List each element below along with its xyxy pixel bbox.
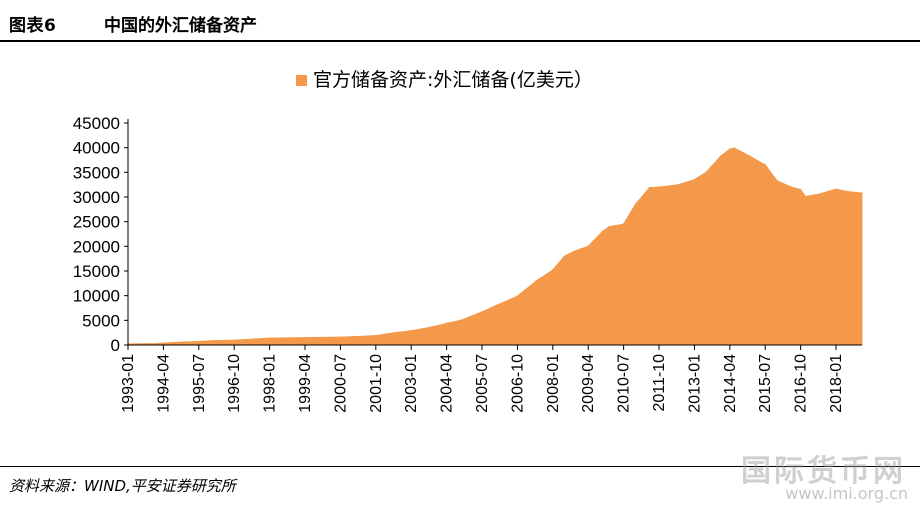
y-tick-label: 10000: [73, 287, 120, 306]
data-point: [847, 190, 849, 193]
y-tick-label: 0: [111, 336, 120, 355]
data-point: [835, 188, 837, 190]
data-point: [252, 338, 254, 340]
y-tick-label: 45000: [73, 114, 120, 133]
y-tick-label: 15000: [73, 262, 120, 281]
x-tick-label: 2000-07: [332, 354, 349, 413]
data-point: [183, 341, 186, 343]
reserves-area: [127, 147, 863, 346]
data-point: [393, 331, 396, 334]
plot-area: 0 5000 10000 15000 20000 25000 30000 35000 40000…: [73, 114, 863, 413]
x-tick-label: 1999-04: [297, 354, 314, 413]
x-tick-label: 2014-04: [722, 354, 739, 413]
data-point: [563, 255, 566, 257]
data-point: [799, 188, 802, 191]
x-tick-label: 1994-04: [155, 354, 172, 413]
y-tick-label: 5000: [82, 311, 120, 330]
data-point: [587, 245, 589, 248]
data-point: [212, 339, 214, 342]
data-point: [747, 154, 750, 157]
data-point: [733, 147, 736, 149]
data-point: [495, 304, 498, 307]
data-point: [729, 148, 731, 150]
data-point: [861, 192, 863, 194]
reserves-area-chart: 官方储备资产:外汇储备(亿美元） 0 5000 10000 15000 20000 250…: [73, 69, 863, 413]
watermark-url: www.imi.org.cn: [785, 484, 908, 503]
data-point: [573, 250, 575, 253]
data-point: [353, 335, 356, 338]
data-point: [155, 342, 158, 345]
y-tick-label: 30000: [73, 188, 120, 207]
data-point: [268, 337, 271, 339]
legend-label: 官方储备资产:外汇储备(亿美元）: [313, 69, 593, 91]
y-tick-label: 20000: [73, 237, 120, 256]
data-point: [422, 327, 424, 330]
data-point: [410, 329, 413, 332]
data-point: [764, 164, 766, 166]
x-tick-label: 2010-07: [616, 354, 633, 413]
x-tick-label: 2003-01: [403, 354, 420, 413]
x-tick-label: 2013-01: [686, 354, 703, 413]
data-point: [162, 342, 165, 344]
x-tick-label: 2005-07: [474, 354, 491, 413]
legend-swatch: [296, 75, 307, 86]
x-tick-label: 1995-07: [191, 354, 208, 413]
figure-footer: 资料来源：WIND,平安证券研究所: [0, 466, 920, 507]
x-tick-label: 1996-10: [226, 354, 243, 413]
data-point: [648, 186, 651, 189]
x-tick-label: 1998-01: [262, 354, 279, 413]
data-point: [705, 171, 707, 174]
data-point: [818, 193, 821, 195]
data-point: [658, 186, 660, 188]
watermark-text: 国际货币网: [741, 454, 906, 489]
y-tick-label: 25000: [73, 213, 120, 232]
data-point: [304, 336, 306, 339]
chart-legend: 官方储备资产:外汇储备(亿美元）: [296, 69, 593, 91]
data-point: [339, 336, 342, 338]
data-point: [445, 322, 448, 325]
data-point: [233, 339, 235, 341]
data-point: [622, 223, 625, 225]
y-tick-label: 35000: [73, 163, 120, 182]
x-tick-label: 2011-10: [651, 354, 668, 412]
x-tick-label: 2006-10: [509, 354, 526, 413]
data-point: [198, 340, 200, 343]
data-point: [438, 324, 441, 327]
source-note: 资料来源：WIND,平安证券研究所: [9, 477, 236, 495]
data-point: [634, 203, 637, 206]
data-point: [460, 319, 462, 322]
y-tick-label: 40000: [73, 139, 120, 158]
data-point: [481, 311, 483, 313]
x-tick-label: 1993-01: [120, 354, 137, 413]
x-tick-label: 2016-10: [793, 354, 810, 413]
figure-number: 图表6: [9, 16, 57, 36]
x-tick-label: 2009-04: [580, 354, 597, 413]
x-tick-label: 2008-01: [545, 354, 562, 413]
data-point: [790, 186, 792, 188]
data-point: [677, 183, 679, 186]
data-point: [535, 280, 538, 282]
data-point: [601, 230, 604, 233]
data-point: [516, 295, 519, 297]
x-tick-label: 2004-04: [439, 354, 456, 413]
data-point: [580, 248, 582, 250]
figure-title: 中国的外汇储备资产: [104, 16, 257, 36]
x-tick-label: 2018-01: [828, 354, 845, 413]
data-point: [776, 179, 778, 182]
x-tick-label: 2001-10: [368, 354, 385, 413]
data-point: [693, 178, 696, 181]
data-point: [375, 334, 377, 337]
x-tick-label: 2015-07: [757, 354, 774, 413]
data-point: [552, 269, 554, 271]
figure-header: 图表6 中国的外汇储备资产: [0, 0, 920, 42]
data-point: [804, 195, 807, 198]
data-point: [719, 155, 722, 158]
data-point: [608, 225, 611, 228]
